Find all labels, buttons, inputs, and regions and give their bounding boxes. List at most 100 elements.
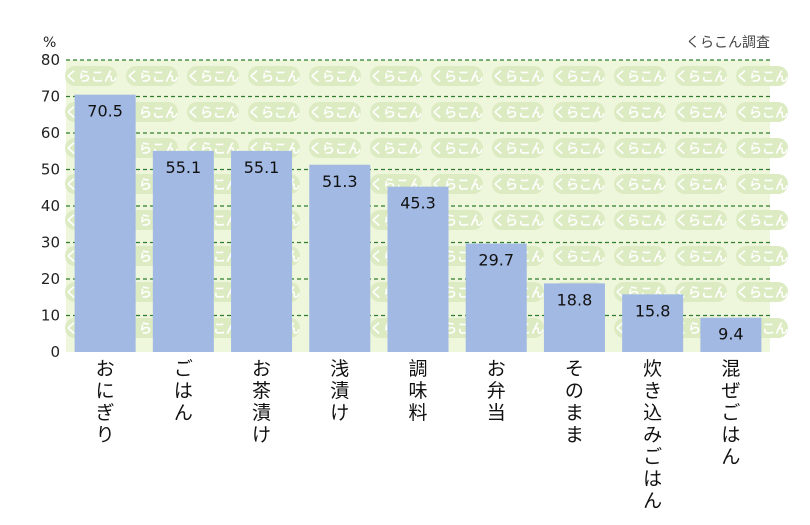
watermark-badge: くらこん (614, 174, 666, 194)
watermark-badge: くらこん (309, 102, 361, 122)
watermark-badge: くらこん (553, 246, 605, 266)
svg-text:くらこん: くらこん (492, 178, 544, 193)
watermark-badge: くらこん (370, 138, 422, 158)
y-tick-label: 0 (50, 343, 60, 361)
bar-value-label: 9.4 (718, 325, 743, 344)
svg-text:くらこん: くらこん (736, 142, 788, 157)
bar (309, 164, 371, 352)
watermark-badge: くらこん (736, 246, 788, 266)
svg-text:くらこん: くらこん (553, 70, 605, 85)
watermark-badge: くらこん (431, 102, 483, 122)
bar (543, 283, 605, 352)
svg-text:くらこん: くらこん (553, 178, 605, 193)
svg-text:くらこん: くらこん (675, 286, 727, 301)
category-label: そのまま (565, 358, 584, 446)
y-axis-ticks: 0 10 20 30 40 50 60 70 80 (41, 51, 60, 361)
watermark-badge: くらこん (736, 210, 788, 230)
bar (74, 94, 136, 353)
watermark-badge: くらこん (553, 138, 605, 158)
watermark-badge: くらこん (492, 174, 544, 194)
watermark-badge: くらこん (675, 174, 727, 194)
watermark-badge: くらこん (309, 138, 361, 158)
svg-text:くらこん: くらこん (614, 214, 666, 229)
svg-text:くらこん: くらこん (370, 106, 422, 121)
watermark-badge: くらこん (248, 102, 300, 122)
watermark-badge: くらこん (492, 66, 544, 86)
source-note: くらこん調査 (686, 35, 770, 51)
svg-text:くらこん: くらこん (492, 142, 544, 157)
svg-text:くらこん: くらこん (614, 106, 666, 121)
bar-value-label: 51.3 (322, 172, 358, 191)
y-axis-unit-label: % (43, 35, 56, 51)
svg-text:くらこん: くらこん (736, 286, 788, 301)
svg-text:くらこん: くらこん (675, 214, 727, 229)
category-label: ごはん (174, 358, 193, 424)
svg-text:くらこん: くらこん (614, 178, 666, 193)
watermark-badge: くらこん (736, 282, 788, 302)
svg-text:くらこん: くらこん (675, 106, 727, 121)
watermark-badge: くらこん (492, 138, 544, 158)
bar (622, 294, 684, 352)
category-label: おにぎり (96, 358, 115, 446)
watermark-badge: くらこん (492, 210, 544, 230)
watermark-badge: くらこん (675, 246, 727, 266)
watermark-badge: くらこん (553, 210, 605, 230)
watermark-badge: くらこん (553, 102, 605, 122)
svg-text:くらこん: くらこん (431, 142, 483, 157)
watermark-badge: くらこん (736, 138, 788, 158)
svg-text:くらこん: くらこん (492, 106, 544, 121)
bar (152, 150, 214, 352)
svg-text:くらこん: くらこん (553, 106, 605, 121)
bar-value-label: 45.3 (400, 194, 436, 213)
category-label: 炊き込みごはん (643, 358, 662, 512)
watermark-badge: くらこん (370, 102, 422, 122)
bar (387, 186, 449, 352)
svg-text:くらこん: くらこん (309, 70, 361, 85)
watermark-badge: くらこん (187, 102, 239, 122)
bar-value-label: 29.7 (478, 251, 514, 270)
svg-text:くらこん: くらこん (736, 178, 788, 193)
bar (465, 243, 527, 352)
y-tick-label: 50 (41, 161, 60, 179)
svg-text:くらこん: くらこん (187, 106, 239, 121)
watermark-badge: くらこん (431, 138, 483, 158)
svg-text:くらこん: くらこん (736, 106, 788, 121)
bar (231, 150, 293, 352)
svg-text:くらこん: くらこん (675, 250, 727, 265)
svg-text:くらこん: くらこん (675, 70, 727, 85)
y-tick-label: 80 (41, 51, 60, 69)
watermark-badge: くらこん (736, 66, 788, 86)
watermark-badge: くらこん (248, 66, 300, 86)
svg-text:くらこん: くらこん (492, 70, 544, 85)
svg-text:くらこん: くらこん (675, 142, 727, 157)
watermark-badge: くらこん (370, 66, 422, 86)
svg-text:くらこん: くらこん (736, 70, 788, 85)
bar-value-label: 15.8 (635, 301, 671, 320)
watermark-badge: くらこん (675, 102, 727, 122)
svg-text:くらこん: くらこん (553, 214, 605, 229)
svg-text:くらこん: くらこん (370, 70, 422, 85)
bar-value-label: 55.1 (244, 158, 280, 177)
svg-text:くらこん: くらこん (614, 142, 666, 157)
watermark-badge: くらこん (309, 66, 361, 86)
svg-text:くらこん: くらこん (614, 70, 666, 85)
svg-text:くらこん: くらこん (614, 250, 666, 265)
watermark-badge: くらこん (736, 174, 788, 194)
y-tick-label: 10 (41, 307, 60, 325)
svg-text:くらこん: くらこん (736, 214, 788, 229)
y-tick-label: 70 (41, 88, 60, 106)
y-tick-label: 30 (41, 234, 60, 252)
watermark-badge: くらこん (614, 210, 666, 230)
category-label: お弁当 (487, 358, 506, 424)
svg-text:くらこん: くらこん (431, 106, 483, 121)
svg-text:くらこん: くらこん (309, 106, 361, 121)
bar-value-label: 55.1 (166, 158, 202, 177)
watermark-badge: くらこん (675, 210, 727, 230)
watermark-badge: くらこん (736, 102, 788, 122)
svg-text:くらこん: くらこん (309, 142, 361, 157)
watermark-badge: くらこん (126, 66, 178, 86)
watermark-badge: くらこん (553, 174, 605, 194)
svg-text:くらこん: くらこん (675, 178, 727, 193)
watermark-badge: くらこん (675, 66, 727, 86)
watermark-badge: くらこん (614, 102, 666, 122)
